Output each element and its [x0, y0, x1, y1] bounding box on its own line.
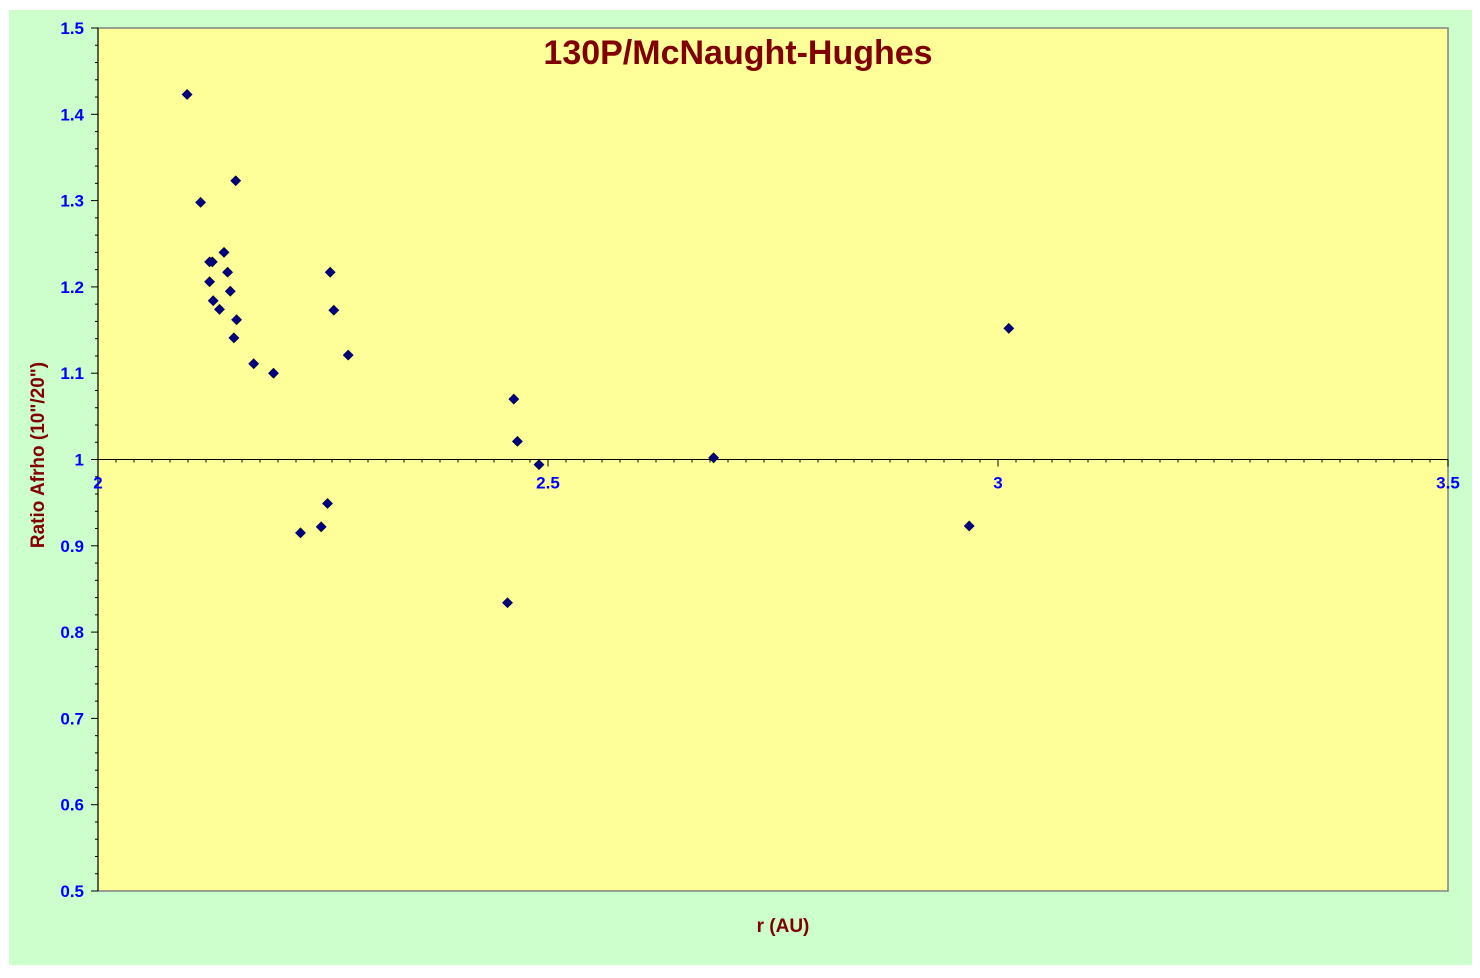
x-tick-label: 3.5: [1436, 474, 1460, 493]
data-point: [228, 332, 240, 344]
y-tick-label: 1.5: [60, 19, 84, 38]
y-axis-title: Ratio Afrho (10"/20"): [28, 362, 49, 548]
y-axis: 0.5 0.6 0.7 0.8 0.9 1 1.1 1.2 1.3 1.4 1.5: [60, 19, 99, 901]
data-point: [207, 295, 219, 307]
y-tick-label: 1.2: [60, 278, 84, 297]
data-point: [342, 349, 354, 361]
x-axis: 2 2.5 3 3.5: [93, 459, 1460, 493]
data-point: [533, 459, 545, 471]
data-point: [268, 367, 279, 379]
data-point: [224, 285, 236, 297]
y-tick-label: 0.9: [60, 537, 84, 556]
data-point: [206, 256, 218, 268]
data-point: [230, 175, 242, 187]
y-tick-label: 1.4: [60, 105, 84, 124]
x-axis-title: r (AU): [757, 916, 810, 937]
y-tick-label: 1.3: [60, 192, 84, 211]
data-point: [214, 303, 225, 315]
y-tick-label: 0.8: [60, 623, 84, 642]
data-point: [195, 196, 207, 208]
y-tick-label: 1.1: [60, 364, 84, 383]
data-point: [295, 527, 306, 539]
data-point: [1003, 322, 1015, 334]
y-tick-label: 1: [75, 451, 84, 470]
y-tick-label: 0.7: [60, 709, 84, 728]
data-point: [204, 276, 216, 288]
data-point: [181, 89, 193, 100]
data-point: [511, 435, 523, 447]
data-point: [315, 521, 327, 533]
data-point: [231, 314, 243, 326]
data-point: [218, 246, 230, 258]
data-point: [222, 266, 234, 278]
x-tick-label: 2.5: [536, 474, 560, 493]
x-tick-label: 2: [93, 474, 102, 493]
x-tick-label: 3: [993, 474, 1002, 493]
data-point: [502, 597, 513, 609]
data-points: [181, 89, 1015, 609]
data-point: [708, 452, 720, 464]
data-point: [508, 393, 520, 405]
data-point: [324, 266, 336, 278]
data-point: [248, 358, 260, 370]
data-point: [963, 520, 975, 532]
chart-title: 130P/McNaught-Hughes: [543, 34, 932, 72]
y-tick-label: 0.5: [60, 882, 84, 901]
data-point: [322, 498, 333, 509]
y-tick-label: 0.6: [60, 796, 84, 815]
data-point: [328, 304, 340, 316]
